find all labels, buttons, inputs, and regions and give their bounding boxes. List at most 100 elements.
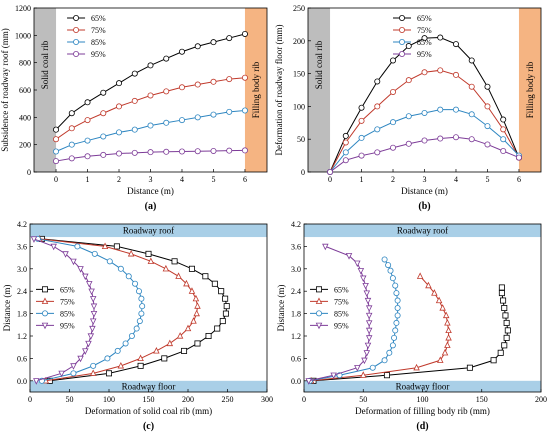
- data-point: [194, 148, 201, 155]
- legend-label: 95%: [91, 50, 106, 59]
- data-point: [101, 242, 109, 250]
- data-point: [500, 297, 507, 304]
- legend-label: 65%: [91, 14, 106, 23]
- x-axis-label: Distance (m): [127, 186, 174, 196]
- data-point: [117, 265, 124, 272]
- legend-marker: [399, 26, 406, 33]
- data-point: [153, 347, 160, 354]
- bottom-band-label: Roadway floor: [122, 381, 176, 391]
- legend-label: 65%: [334, 285, 349, 294]
- data-point: [365, 335, 373, 342]
- bottom-band: [30, 380, 267, 392]
- data-point: [330, 372, 337, 380]
- data-point: [138, 310, 145, 317]
- legend-marker: [315, 310, 322, 317]
- legend-marker: [73, 39, 80, 46]
- data-point: [125, 273, 132, 280]
- series-line: [55, 77, 246, 140]
- legend-marker: [399, 14, 406, 21]
- data-point: [358, 134, 365, 141]
- data-point: [68, 110, 75, 117]
- top-band-label: Roadway roof: [123, 226, 174, 236]
- data-point: [374, 149, 381, 156]
- panel-caption: (a): [145, 201, 157, 212]
- data-point: [82, 273, 89, 281]
- data-point: [210, 147, 217, 154]
- data-point: [85, 340, 92, 348]
- data-point: [194, 114, 201, 121]
- data-point: [466, 364, 473, 371]
- data-point: [90, 310, 98, 318]
- legend-label: 75%: [334, 297, 349, 306]
- x-tick-label: 250: [222, 395, 234, 404]
- data-point: [226, 76, 233, 83]
- y-tick-label: 4.2: [291, 220, 301, 229]
- data-point: [374, 78, 381, 85]
- y-tick-label: 200: [293, 37, 305, 46]
- y-tick-label: 0.0: [17, 377, 27, 386]
- data-point: [500, 136, 507, 143]
- data-point: [223, 303, 230, 310]
- data-point: [365, 320, 373, 327]
- data-point: [194, 340, 201, 347]
- x-tick-label: 6: [243, 175, 247, 184]
- y-tick-label: 0.6: [17, 354, 27, 363]
- x-tick-label: 4: [454, 175, 458, 184]
- y-tick-label: 1.2: [291, 332, 301, 341]
- data-point: [358, 117, 365, 124]
- right-band-label: Filling body rib: [251, 61, 261, 118]
- data-point: [178, 148, 185, 155]
- right-band: [518, 8, 541, 172]
- data-point: [362, 282, 369, 290]
- left-band-label: Solid coal rib: [40, 40, 50, 89]
- data-point: [381, 357, 388, 364]
- x-tick-label: 200: [182, 395, 194, 404]
- data-point: [354, 260, 361, 268]
- data-point: [392, 327, 399, 334]
- legend-marker: [42, 286, 49, 293]
- y-tick-label: 4.2: [17, 220, 27, 229]
- y-tick-label: 3.6: [291, 242, 301, 251]
- data-point: [445, 326, 452, 334]
- legend-label: 95%: [334, 321, 349, 330]
- left-band: [308, 8, 331, 172]
- data-point: [342, 157, 349, 164]
- data-point: [365, 312, 373, 320]
- y-tick-label: 3.0: [17, 265, 27, 274]
- data-point: [360, 371, 367, 378]
- data-point: [345, 253, 353, 260]
- data-point: [133, 325, 140, 332]
- data-point: [484, 141, 491, 148]
- data-point: [192, 294, 200, 302]
- data-point: [391, 334, 398, 341]
- data-point: [441, 348, 449, 356]
- data-point: [405, 113, 412, 120]
- data-point: [113, 243, 120, 250]
- data-point: [181, 347, 188, 354]
- data-point: [390, 57, 397, 64]
- legend-marker: [315, 322, 323, 330]
- y-tick-label: 0: [301, 168, 305, 177]
- data-point: [222, 295, 229, 302]
- data-point: [136, 288, 143, 295]
- data-point: [166, 339, 174, 347]
- data-point: [363, 290, 371, 297]
- y-tick-label: 150: [293, 70, 305, 79]
- data-point: [437, 34, 444, 41]
- data-point: [77, 355, 84, 363]
- data-point: [100, 151, 107, 158]
- data-point: [405, 43, 412, 50]
- data-point: [84, 137, 91, 144]
- data-point: [369, 364, 376, 371]
- data-point: [210, 39, 217, 46]
- data-point: [131, 126, 138, 133]
- data-point: [190, 317, 197, 324]
- legend-label: 95%: [417, 50, 432, 59]
- legend-label: 65%: [60, 285, 75, 294]
- x-tick-label: 1: [360, 175, 364, 184]
- y-tick-label: 400: [19, 113, 31, 122]
- data-point: [205, 332, 212, 339]
- data-point: [421, 137, 428, 144]
- data-point: [390, 144, 397, 151]
- data-point: [194, 43, 201, 50]
